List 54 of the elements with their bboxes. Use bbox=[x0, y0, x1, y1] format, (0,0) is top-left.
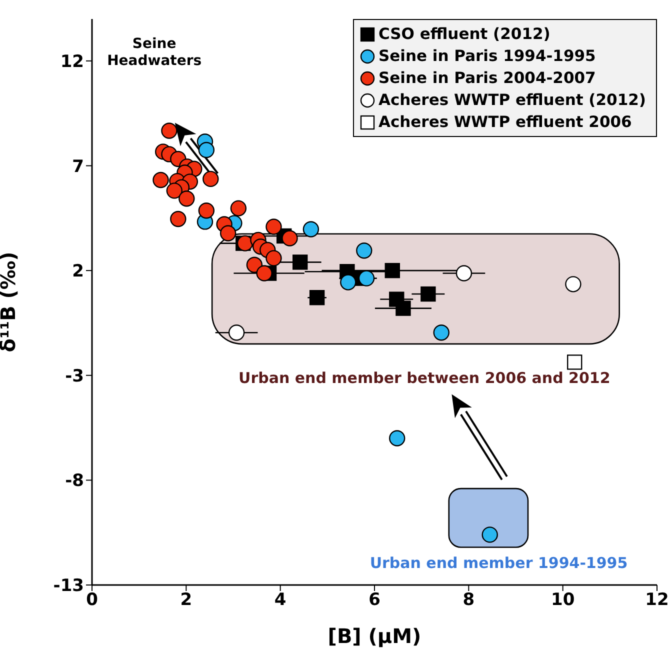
point bbox=[170, 210, 186, 228]
x-tick-label: 0 bbox=[86, 590, 98, 610]
y-tick-label: -8 bbox=[65, 471, 84, 492]
point bbox=[567, 354, 582, 370]
legend-label: Acheres WWTP effluent (2012) bbox=[378, 90, 646, 111]
point bbox=[389, 430, 406, 446]
point bbox=[256, 265, 272, 282]
point bbox=[178, 190, 195, 207]
y-tick-label: -3 bbox=[65, 366, 84, 386]
point bbox=[166, 182, 182, 199]
point bbox=[228, 324, 245, 341]
point bbox=[220, 225, 236, 242]
point bbox=[230, 200, 247, 216]
point bbox=[340, 274, 356, 290]
point bbox=[202, 170, 219, 188]
point bbox=[266, 250, 282, 266]
point bbox=[246, 256, 263, 273]
x-tick-label: 2 bbox=[180, 590, 192, 610]
point bbox=[482, 526, 498, 543]
point bbox=[309, 290, 325, 306]
y-tick-label: -13 bbox=[53, 576, 84, 596]
point bbox=[198, 142, 215, 158]
y-tick-label: 2 bbox=[72, 262, 84, 282]
point bbox=[384, 262, 400, 278]
y-tick-label: 12 bbox=[60, 52, 84, 72]
point bbox=[420, 286, 436, 302]
point bbox=[456, 265, 472, 282]
legend-label: Seine in Paris 2004-2007 bbox=[378, 68, 596, 89]
annotation: Seine Headwaters bbox=[106, 36, 203, 70]
annotation: Urban end member between 2006 and 2012 bbox=[238, 369, 612, 388]
x-axis-title: [B] (µM) bbox=[328, 624, 422, 648]
point bbox=[152, 172, 169, 188]
point bbox=[565, 276, 582, 292]
point bbox=[282, 230, 298, 246]
point bbox=[358, 270, 375, 286]
point bbox=[433, 324, 450, 341]
annotation: Urban end member 1994-1995 bbox=[370, 554, 628, 572]
point bbox=[356, 242, 372, 259]
x-tick-label: 6 bbox=[368, 590, 380, 610]
x-tick-label: 8 bbox=[462, 590, 475, 610]
point bbox=[161, 122, 178, 139]
point bbox=[198, 202, 215, 219]
legend-label: Seine in Paris 1994-1995 bbox=[378, 46, 596, 67]
point bbox=[396, 300, 411, 316]
point bbox=[292, 254, 308, 270]
point bbox=[302, 221, 320, 238]
y-axis-title: δ¹¹B (‰) bbox=[0, 252, 20, 352]
legend-label: Acheres WWTP effluent 2006 bbox=[378, 112, 632, 133]
x-tick-label: 4 bbox=[274, 590, 286, 610]
point bbox=[266, 218, 282, 235]
x-tick-label: 10 bbox=[550, 590, 575, 610]
x-tick-label: 12 bbox=[645, 590, 669, 610]
y-tick-label: 7 bbox=[72, 156, 84, 177]
legend-label: CSO effluent (2012) bbox=[378, 24, 550, 45]
